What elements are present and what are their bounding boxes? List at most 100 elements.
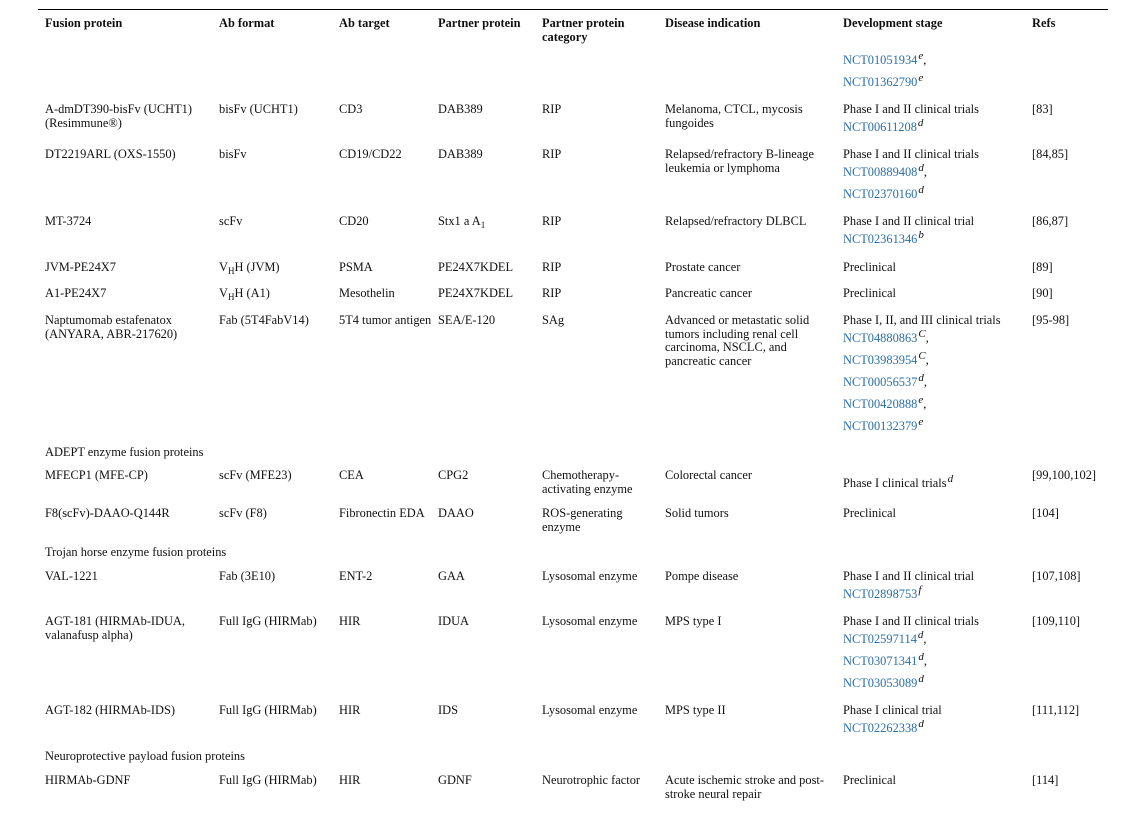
table-cell-target: ENT-2 (339, 569, 373, 583)
table-cell-target: Mesothelin (339, 286, 395, 300)
table-cell-format: VHH (A1) (219, 286, 270, 302)
table-cell-category: SAg (542, 313, 565, 327)
trial-link[interactable]: NCT00611208 (843, 119, 917, 134)
table-cell-disease: Acute ischemic stroke and post-stroke ne… (665, 773, 824, 801)
trial-footnote: e (918, 416, 924, 429)
table-cell-category: RIP (542, 286, 562, 300)
trial-footnote: d (918, 183, 924, 196)
table-cell-stage: Phase I and II clinical trials NCT008894… (843, 147, 979, 201)
trial-link[interactable]: NCT00889408 (843, 164, 918, 179)
section-heading-neuro: Neuroprotective payload fusion proteins (45, 749, 245, 763)
section-heading-trojan: Trojan horse enzyme fusion proteins (45, 545, 227, 559)
table-cell-target: CEA (339, 468, 364, 482)
table-cell-fusion: Naptumomab estafenatox (ANYARA, ABR-2176… (45, 313, 178, 341)
table-cell-format: bisFv (UCHT1) (219, 102, 298, 116)
trial-link[interactable]: NCT04880863 (843, 330, 918, 345)
trial-link[interactable]: NCT03983954 (843, 352, 918, 367)
trial-link[interactable]: NCT03071341 (843, 653, 918, 668)
table-cell-format: scFv (F8) (219, 506, 267, 520)
trial-footnote: C (918, 327, 926, 340)
table-cell-disease: Pancreatic cancer (665, 286, 753, 300)
table-cell-disease: Relapsed/refractory DLBCL (665, 214, 807, 228)
trial-footnote: b (918, 228, 924, 241)
table-cell-fusion: A1-PE24X7 (45, 286, 107, 300)
trial-link[interactable]: NCT02898753 (843, 586, 918, 601)
table-cell-target: CD19/CD22 (339, 147, 402, 161)
trial-link[interactable]: NCT03053089 (843, 675, 918, 690)
trial-link[interactable]: NCT02370160 (843, 186, 918, 201)
table-cell-category: RIP (542, 102, 562, 116)
table-cell-fusion: F8(scFv)-DAAO-Q144R (45, 506, 170, 520)
table-cell-format: VHH (JVM) (219, 260, 280, 276)
table-cell-target: 5T4 tumor antigen (339, 313, 432, 327)
table-cell-category: Chemotherapy-activating enzyme (542, 468, 633, 496)
header-stage: Development stage (843, 16, 943, 30)
trial-footnote: e (918, 394, 924, 407)
header-fusion-protein: Fusion protein (45, 16, 123, 30)
table-cell-category: RIP (542, 147, 562, 161)
trial-footnote: d (918, 161, 924, 174)
table-cell-disease: Colorectal cancer (665, 468, 753, 482)
table-cell-stage: Phase I, II, and III clinical trials NCT… (843, 313, 1001, 434)
table-cell-stage: Phase I clinical trial NCT02262338d (843, 703, 942, 735)
table-cell-fusion: VAL-1221 (45, 569, 98, 583)
table-cell-refs: [111,112] (1032, 703, 1080, 717)
table-cell-stage: Preclinical (843, 773, 896, 787)
trial-footnote: d (918, 371, 924, 384)
table-cell-stage: Phase I and II clinical trial NCT0236134… (843, 214, 975, 246)
trial-footnote: d (918, 717, 924, 730)
table-cell-fusion: A-dmDT390-bisFv (UCHT1) (Resimmune®) (45, 102, 192, 130)
trial-link[interactable]: NCT01051934 (843, 53, 918, 67)
table-cell-format: scFv (MFE23) (219, 468, 292, 482)
trial-footnote: C (918, 349, 926, 362)
table-top-rule (38, 9, 1108, 10)
table-cell-refs: [99,100,102] (1032, 468, 1097, 482)
table-cell-partner: IDUA (438, 614, 469, 628)
table-cell-category: Neurotrophic factor (542, 773, 641, 787)
header-partner-category: Partner protein category (542, 16, 625, 44)
trial-link[interactable]: NCT01362790 (843, 75, 918, 90)
trial-link[interactable]: NCT00132379 (843, 419, 918, 434)
table-cell-category: RIP (542, 260, 562, 274)
table-cell-refs: [83] (1032, 102, 1053, 116)
table-cell-disease: Melanoma, CTCL, mycosis fungoides (665, 102, 803, 130)
header-partner-protein: Partner protein (438, 16, 521, 30)
table-cell-category: RIP (542, 214, 562, 228)
table-cell-partner: DAAO (438, 506, 474, 520)
table-cell-stage: Preclinical (843, 286, 896, 300)
table-cell-refs: [104] (1032, 506, 1059, 520)
table-cell-fusion: AGT-181 (HIRMAb-IDUA, valanafusp alpha) (45, 614, 185, 642)
continued-trials: NCT01051934e, NCT01362790e (843, 50, 927, 90)
table-cell-refs: [95-98] (1032, 313, 1070, 327)
table-cell-target: PSMA (339, 260, 373, 274)
trial-footnote: d (918, 672, 924, 685)
table-cell-format: Fab (5T4FabV14) (219, 313, 309, 327)
table-cell-partner: DAB389 (438, 147, 483, 161)
table-cell-format: bisFv (219, 147, 247, 161)
table-cell-stage: Phase I clinical trialsd (843, 473, 954, 490)
trial-footnote: d (917, 116, 924, 129)
trial-link[interactable]: NCT02361346 (843, 231, 918, 246)
table-cell-stage: Phase I and II clinical trials NCT006112… (843, 102, 979, 134)
stage-footnote: d (947, 473, 954, 485)
table-cell-partner: IDS (438, 703, 458, 717)
table-cell-partner: PE24X7KDEL (438, 286, 514, 300)
trial-link[interactable]: NCT02597114 (843, 631, 917, 646)
table-cell-disease: MPS type II (665, 703, 726, 717)
table-cell-format: Fab (3E10) (219, 569, 276, 583)
table-cell-fusion: MT-3724 (45, 214, 92, 228)
table-cell-partner: GAA (438, 569, 465, 583)
table-cell-refs: [84,85] (1032, 147, 1069, 161)
table-cell-stage: Preclinical (843, 506, 896, 520)
table-cell-category: Lysosomal enzyme (542, 614, 638, 628)
table-cell-partner: Stx1 a A1 (438, 214, 486, 230)
trial-link[interactable]: NCT02262338 (843, 720, 918, 735)
trial-link[interactable]: NCT00420888 (843, 397, 918, 412)
table-cell-disease: Relapsed/refractory B-lineage leukemia o… (665, 147, 814, 175)
trial-link[interactable]: NCT00056537 (843, 374, 918, 389)
table-cell-refs: [90] (1032, 286, 1053, 300)
table-cell-disease: Advanced or metastatic solid tumors incl… (665, 313, 810, 368)
table-cell-disease: Solid tumors (665, 506, 729, 520)
table-cell-fusion: HIRMAb-GDNF (45, 773, 131, 787)
table-cell-format: Full IgG (HIRMab) (219, 773, 317, 787)
